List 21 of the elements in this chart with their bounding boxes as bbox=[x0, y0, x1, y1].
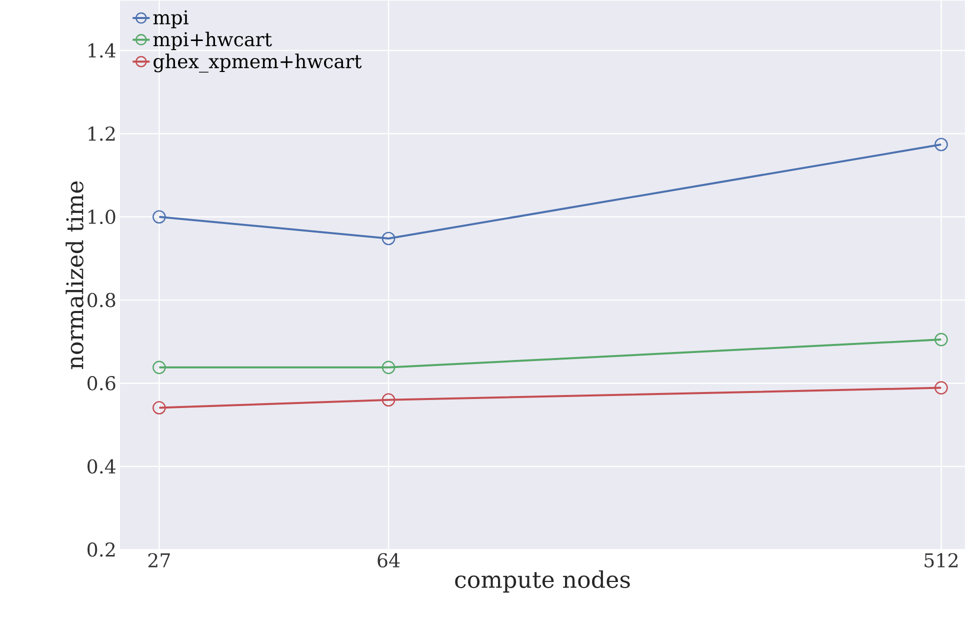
x-tick-label: 27 bbox=[148, 553, 170, 568]
point bbox=[934, 333, 948, 346]
point bbox=[934, 381, 948, 395]
legend-label: mpi bbox=[153, 10, 188, 28]
y-tick-label: 0.4 bbox=[88, 459, 116, 474]
x-axis-title: compute nodes bbox=[455, 570, 630, 593]
point bbox=[934, 138, 948, 152]
y-axis-title: normalized time bbox=[66, 182, 84, 370]
x-tick-label: 512 bbox=[924, 553, 958, 568]
legend-label: mpi+hwcart bbox=[153, 32, 272, 50]
point bbox=[152, 401, 166, 415]
x-tick-label: 64 bbox=[378, 553, 400, 568]
y-tick-label: 0.8 bbox=[88, 293, 116, 308]
y-tick-label: 1.0 bbox=[88, 210, 116, 224]
y-tick-label: 0.6 bbox=[88, 376, 116, 391]
y-tick-label: 1.2 bbox=[88, 126, 115, 142]
point bbox=[152, 210, 166, 224]
legend-label: ghex_xpmem+hwcart bbox=[154, 54, 362, 73]
y-tick-label: 0.2 bbox=[88, 542, 115, 557]
point bbox=[152, 360, 166, 374]
y-tick-label: 1.4 bbox=[88, 44, 116, 58]
